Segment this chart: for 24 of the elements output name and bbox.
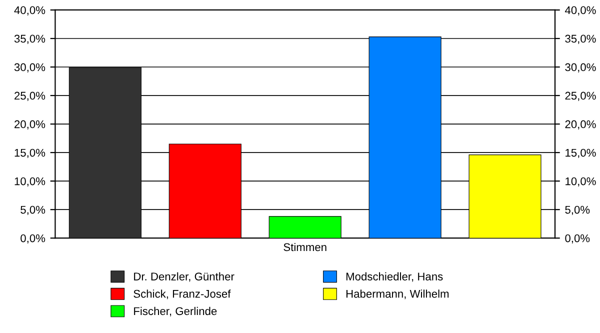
text: 25,0%: [565, 92, 596, 101]
text: 40,0%: [564, 6, 596, 16]
text: 15,0%: [566, 148, 596, 158]
text: 10,0%: [566, 177, 596, 187]
legend-label: Modschiedler, Hans: [346, 272, 443, 282]
text: 0,0%: [565, 234, 590, 244]
legend-label: Habermann, Wilhelm: [346, 290, 449, 300]
text: 30,0%: [565, 63, 596, 72]
legend-label: Schick, Franz-Josef: [134, 290, 231, 300]
y-tick-label: 10,0%: [14, 177, 46, 187]
y-tick-label: 25,0%: [14, 92, 46, 101]
y-tick-label: 20,0%: [14, 120, 46, 130]
y-tick-label: 30,0%: [14, 63, 46, 72]
text: 35,0%: [565, 34, 596, 44]
y-tick-label: 40,0%: [14, 6, 46, 16]
y-tick-label: 5,0%: [20, 206, 46, 216]
text: 20,0%: [565, 120, 596, 130]
text: 5,0%: [565, 206, 590, 216]
legend-label: Fischer, Gerlinde: [134, 306, 217, 316]
x-tick-label: Stimmen: [284, 242, 326, 252]
legend-label: Dr. Denzler, Günther: [134, 272, 234, 282]
y-tick-label: 15,0%: [14, 148, 46, 158]
y-tick-label: 0,0%: [20, 234, 46, 244]
y-tick-label: 35,0%: [14, 34, 46, 44]
